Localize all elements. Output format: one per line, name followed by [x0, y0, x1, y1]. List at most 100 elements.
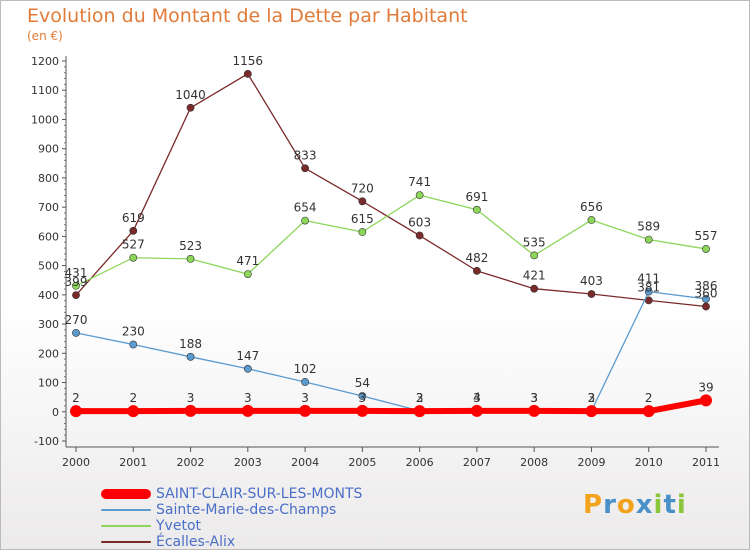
data-point [299, 404, 312, 417]
data-label: 421 [523, 269, 546, 283]
y-tick-label: 900 [38, 143, 59, 156]
data-label: 589 [637, 220, 660, 234]
data-point [473, 205, 481, 214]
data-label: 656 [580, 200, 603, 214]
y-tick-label: -100 [34, 435, 59, 448]
data-point [243, 69, 252, 78]
data-label: 603 [408, 216, 431, 230]
x-tick-label: 2009 [577, 456, 605, 469]
data-point [301, 164, 309, 173]
data-label: 39 [698, 380, 713, 394]
data-label: 230 [122, 325, 145, 339]
data-label: 403 [580, 274, 603, 288]
data-point [700, 394, 712, 407]
data-label: 3 [301, 391, 309, 405]
y-tick-label: 0 [52, 406, 59, 419]
series-line [75, 194, 707, 287]
data-point [186, 352, 195, 361]
data-label: 431 [65, 266, 88, 280]
y-tick-label: 400 [38, 289, 59, 302]
x-tick-label: 2002 [177, 456, 205, 469]
data-point [415, 231, 424, 240]
data-point [530, 251, 539, 260]
y-tick-label: 1200 [31, 55, 59, 68]
data-point [644, 235, 653, 244]
data-point [301, 216, 309, 225]
data-label: 102 [294, 362, 317, 376]
data-label: 2 [72, 391, 80, 405]
x-tick-label: 2008 [520, 456, 548, 469]
data-point [528, 404, 541, 417]
data-point [186, 103, 195, 112]
data-label: 482 [465, 251, 488, 265]
legend-swatch [101, 541, 151, 543]
y-tick-label: 100 [38, 377, 59, 390]
data-label: 3 [416, 391, 424, 405]
data-label: 3 [244, 391, 252, 405]
data-label: 2 [588, 391, 596, 405]
series-line [75, 73, 707, 308]
data-label: 2 [129, 391, 137, 405]
data-label: 1156 [233, 54, 264, 68]
legend-swatch [101, 489, 151, 499]
data-point [358, 197, 367, 206]
data-label: 54 [355, 376, 370, 390]
data-label: 3 [588, 391, 596, 405]
logo-letter: P [583, 490, 604, 520]
legend-label: SAINT-CLAIR-SUR-LES-MONTS [156, 486, 363, 502]
chart-subtitle: (en €) [27, 29, 63, 43]
data-point [358, 392, 367, 400]
data-label: 833 [294, 148, 317, 162]
x-tick-label: 2005 [348, 456, 376, 469]
data-label: 1040 [175, 88, 206, 102]
data-label: 399 [65, 275, 88, 289]
x-tick-label: 2001 [119, 456, 147, 469]
chart-title: Evolution du Montant de la Dette par Hab… [27, 5, 468, 27]
legend-swatch [101, 509, 151, 511]
data-label: 270 [65, 313, 88, 327]
data-point [587, 216, 596, 224]
logo-letter: x [635, 490, 654, 520]
data-label: 386 [695, 279, 718, 293]
data-point [358, 228, 367, 236]
data-label: 2 [645, 391, 653, 405]
data-point [243, 364, 252, 373]
data-point [241, 404, 254, 417]
logo-letter: r [603, 490, 617, 520]
data-label: 471 [236, 254, 259, 268]
data-label: 3 [359, 391, 367, 405]
data-label: 381 [637, 280, 660, 294]
logo-letter: i [676, 490, 687, 520]
series-line [75, 290, 707, 412]
data-point [72, 328, 80, 337]
data-label: 411 [637, 272, 660, 286]
data-point [127, 405, 140, 418]
legend-label: Sainte-Marie-des-Champs [156, 502, 337, 518]
data-label: 188 [179, 337, 202, 351]
data-label: 523 [179, 239, 202, 253]
data-point [72, 291, 80, 300]
data-label: 557 [695, 229, 718, 243]
data-point [70, 405, 82, 418]
logo-letter: i [653, 490, 664, 520]
data-point [702, 245, 710, 253]
data-label: 527 [122, 238, 145, 252]
x-tick-label: 2007 [463, 456, 491, 469]
data-point [644, 287, 653, 296]
legend-label: Yvetot [156, 518, 201, 534]
data-label: 654 [294, 201, 317, 215]
data-point [356, 404, 369, 417]
y-tick-label: 600 [38, 230, 59, 243]
data-point [470, 404, 483, 417]
data-point [129, 226, 138, 235]
legend-label: Écalles-Alix [156, 534, 236, 550]
data-label: 3 [187, 391, 195, 405]
data-label: 691 [465, 190, 488, 204]
data-point [585, 405, 598, 418]
x-tick-label: 2006 [406, 456, 434, 469]
data-point [587, 290, 596, 298]
data-point [184, 404, 197, 417]
y-tick-label: 1000 [31, 113, 59, 126]
